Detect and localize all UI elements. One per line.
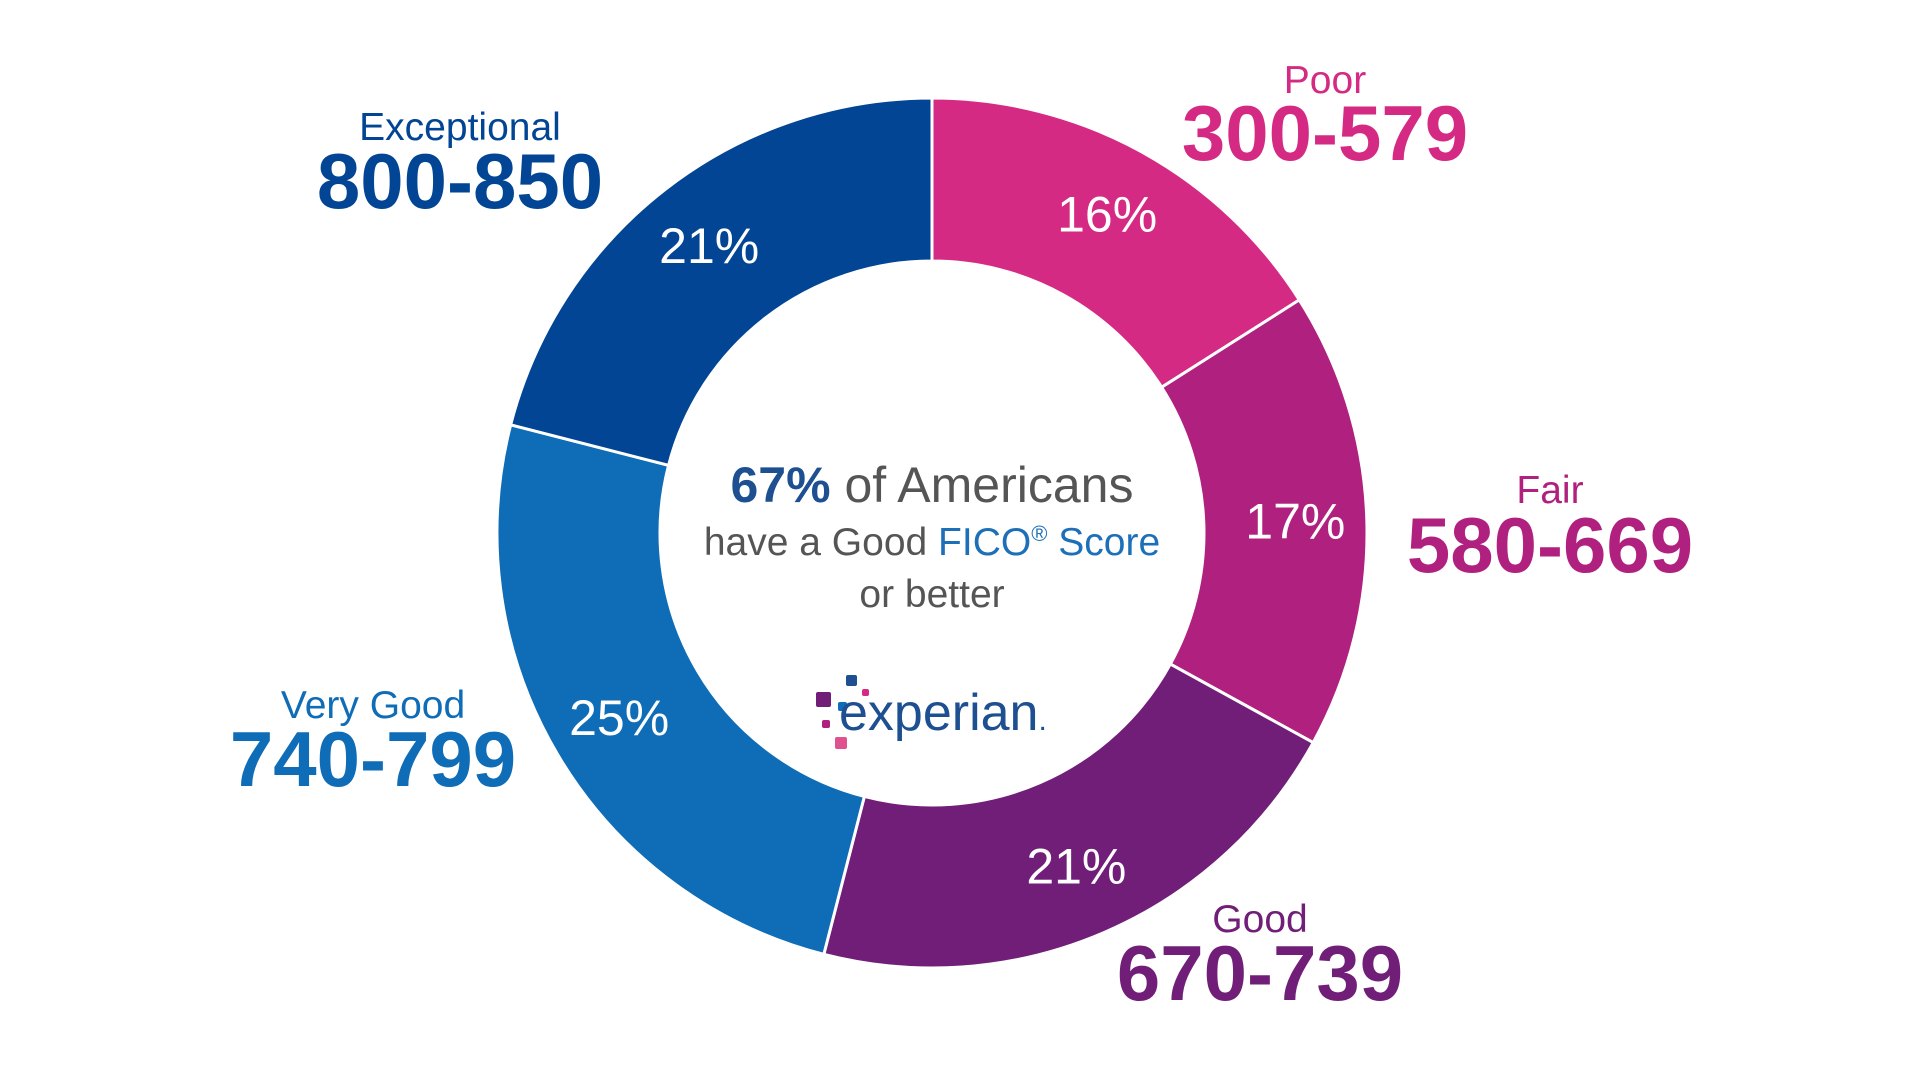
experian-logo-squares-icon bbox=[816, 675, 869, 749]
category-range: 670-739 bbox=[1117, 929, 1403, 1017]
center-headline-pct: 67% bbox=[731, 457, 831, 513]
category-range: 580-669 bbox=[1407, 501, 1693, 589]
center-line2-suffix: Score bbox=[1047, 521, 1160, 564]
logo-square bbox=[846, 675, 857, 686]
center-line-2: have a Good FICO® Score bbox=[704, 521, 1160, 564]
fico-brand: FICO bbox=[938, 521, 1031, 564]
donut-slice-exceptional bbox=[508, 96, 934, 468]
category-range: 740-799 bbox=[230, 715, 516, 803]
donut-slices bbox=[495, 96, 1369, 970]
percent-label: 21% bbox=[659, 218, 759, 274]
donut-slice-poor bbox=[930, 96, 1302, 390]
experian-logo-wordmark: experian. bbox=[839, 684, 1047, 742]
donut-slice-very-good bbox=[495, 422, 867, 957]
center-line2-prefix: have a Good bbox=[704, 521, 938, 564]
percent-label: 21% bbox=[1026, 839, 1126, 895]
logo-square bbox=[816, 692, 831, 707]
registered-mark: ® bbox=[1031, 521, 1047, 546]
center-line-3: or better bbox=[859, 573, 1004, 616]
center-headline: 67% of Americans bbox=[731, 457, 1134, 513]
logo-square bbox=[838, 702, 847, 711]
logo-square bbox=[835, 737, 847, 749]
logo-square bbox=[822, 720, 830, 728]
category-name: Good bbox=[1212, 898, 1307, 941]
experian-logo: experian. bbox=[816, 675, 1047, 749]
donut-slice-fair bbox=[1159, 297, 1369, 745]
category-name: Fair bbox=[1516, 469, 1583, 512]
percent-label: 25% bbox=[569, 690, 669, 746]
donut-slice-good bbox=[821, 662, 1316, 970]
category-range: 300-579 bbox=[1182, 89, 1468, 177]
category-name: Poor bbox=[1284, 59, 1366, 102]
category-name: Exceptional bbox=[359, 106, 561, 149]
percent-labels: 16% 17% 21% 25% 21% bbox=[569, 186, 1345, 894]
percent-label: 16% bbox=[1057, 186, 1157, 242]
category-name: Very Good bbox=[281, 684, 465, 727]
center-headline-text: of Americans bbox=[831, 457, 1134, 513]
logo-text: experian bbox=[839, 684, 1038, 742]
percent-label: 17% bbox=[1245, 494, 1345, 550]
category-range: 800-850 bbox=[317, 137, 603, 225]
logo-dot: . bbox=[1038, 704, 1046, 737]
logo-square bbox=[862, 689, 869, 696]
center-text: 67% of Americans have a Good FICO® Score… bbox=[704, 457, 1160, 616]
